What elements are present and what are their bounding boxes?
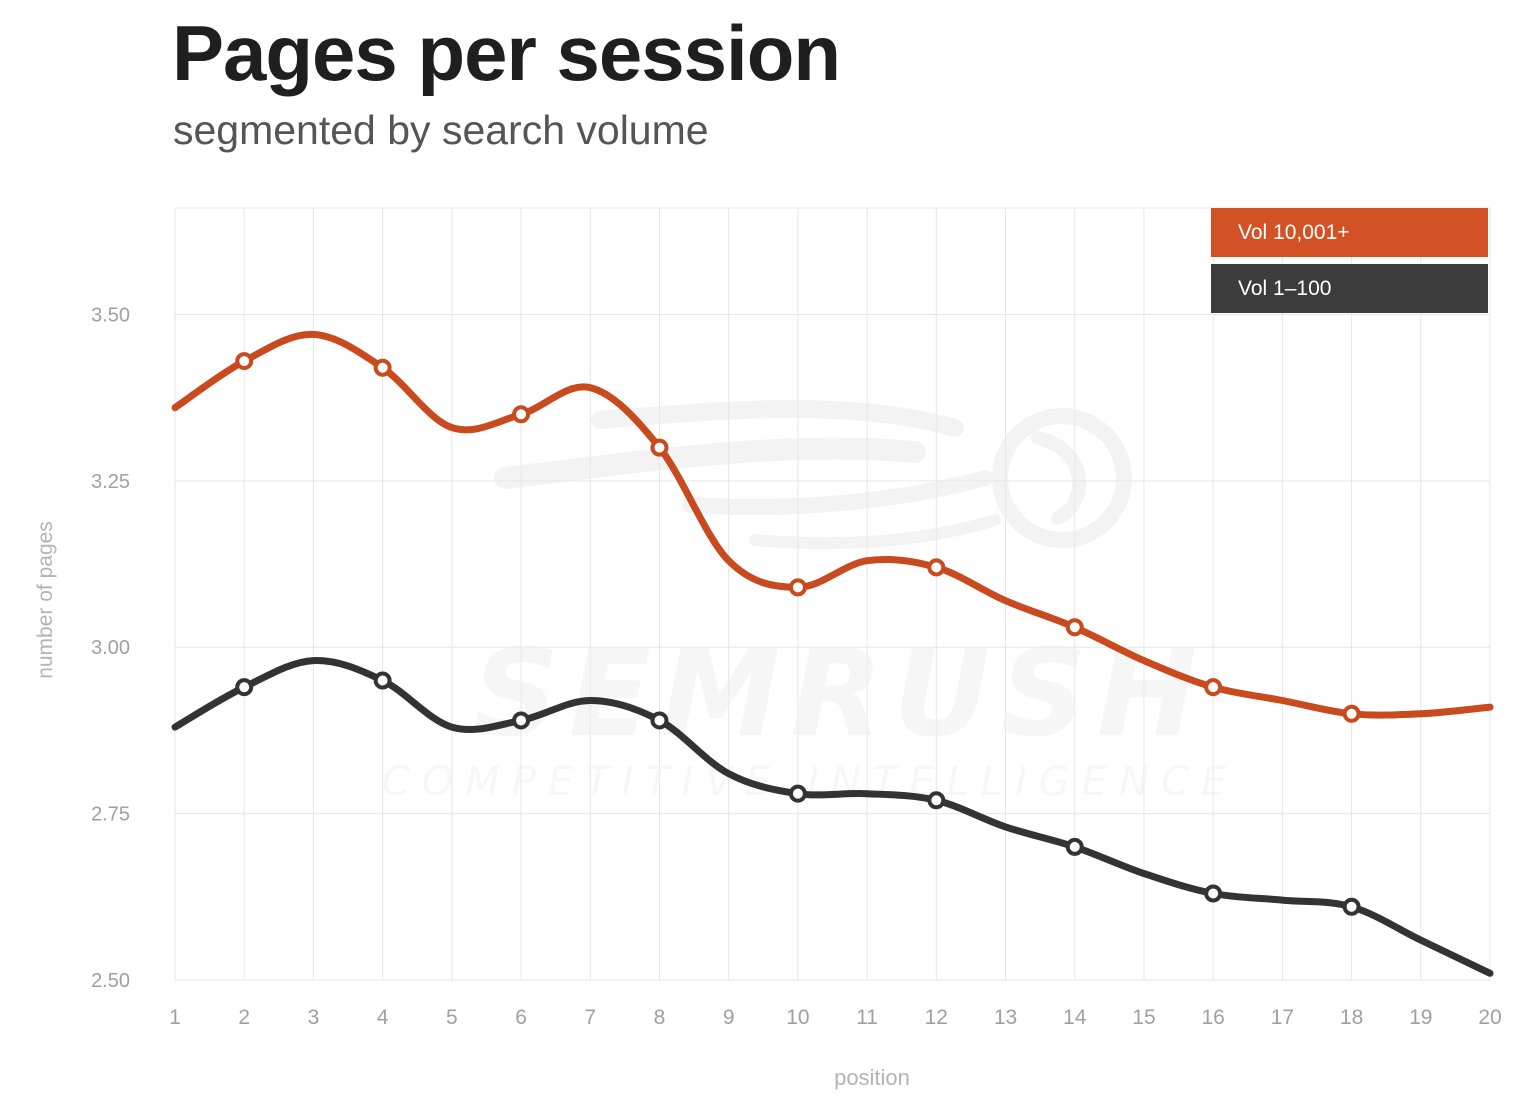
x-tick-label: 10: [786, 1006, 809, 1029]
x-tick-label: 8: [654, 1006, 666, 1029]
data-point-marker[interactable]: [1342, 704, 1361, 723]
flame-stroke: [749, 514, 1001, 550]
x-tick-label: 4: [377, 1006, 389, 1029]
x-tick-label: 9: [723, 1006, 735, 1029]
data-point-marker[interactable]: [650, 711, 669, 730]
x-tick-label: 14: [1063, 1006, 1087, 1029]
data-point-marker[interactable]: [788, 784, 807, 803]
x-tick-label: 17: [1271, 1006, 1294, 1029]
samrush-watermark-logo: SEMRUSH COMPETITIVE INTELLIGENCE: [382, 399, 1226, 805]
x-tick-label: 20: [1478, 1006, 1501, 1029]
data-point-marker[interactable]: [512, 711, 531, 730]
x-tick-label: 7: [584, 1006, 596, 1029]
y-tick-label: 2.50: [91, 970, 130, 992]
x-tick-label: 2: [238, 1006, 250, 1029]
x-tick-label: 15: [1132, 1006, 1155, 1029]
data-point-marker[interactable]: [650, 438, 669, 457]
data-point-marker[interactable]: [235, 352, 254, 371]
data-point-marker[interactable]: [1204, 678, 1223, 697]
x-tick-label: 11: [856, 1006, 878, 1029]
data-point-marker[interactable]: [1065, 618, 1084, 637]
x-tick-label: 19: [1409, 1006, 1432, 1029]
chart-series: [171, 330, 1494, 977]
x-tick-label: 16: [1201, 1006, 1224, 1029]
data-point-marker[interactable]: [512, 405, 531, 424]
y-tick-label: 3.25: [91, 471, 130, 493]
legend-item-vol-1-100[interactable]: Vol 1–100: [1211, 264, 1488, 313]
data-point-marker[interactable]: [235, 678, 254, 697]
flame-stroke: [494, 437, 926, 489]
chart-ticks: 2.502.753.003.253.501 2 3 4 5 6 7 8 9 10 11 12 13 14 1…: [91, 304, 1502, 1029]
data-point-marker[interactable]: [373, 358, 392, 377]
series-vol-10001-plus: [171, 330, 1494, 723]
flame-swirl: [1031, 431, 1087, 525]
chart-grid: [174, 207, 1491, 981]
x-tick-label: 13: [994, 1006, 1017, 1029]
chart-subtitle: segmented by search volume: [173, 107, 709, 153]
data-point-marker[interactable]: [1342, 897, 1361, 916]
x-tick-label: 3: [308, 1006, 320, 1029]
plot-frame: [174, 207, 1491, 981]
x-tick-label: 1: [169, 1006, 181, 1029]
x-axis-label: position: [834, 1065, 910, 1090]
flame-ring: [992, 408, 1132, 548]
data-point-marker[interactable]: [927, 791, 946, 810]
series-vol-1-100: [171, 657, 1494, 977]
data-point-marker[interactable]: [1065, 837, 1084, 856]
flame-logo-icon: [494, 399, 1132, 550]
y-tick-label: 3.00: [91, 637, 130, 659]
y-axis-label: number of pages: [34, 521, 57, 679]
data-point-marker[interactable]: [788, 578, 807, 597]
series-line: [171, 657, 1494, 977]
y-tick-label: 2.75: [91, 804, 130, 826]
watermark-wordmark: SEMRUSH: [473, 625, 1208, 764]
legend-item-vol-10001-plus[interactable]: Vol 10,001+: [1211, 208, 1488, 257]
x-tick-label: 6: [515, 1006, 527, 1029]
x-tick-label: 5: [446, 1006, 458, 1029]
data-point-marker[interactable]: [373, 671, 392, 690]
chart-title: Pages per session: [172, 9, 841, 97]
x-tick-label: 12: [925, 1006, 948, 1029]
data-point-marker[interactable]: [1204, 884, 1223, 903]
y-tick-label: 3.50: [91, 304, 130, 326]
flame-stroke: [591, 399, 964, 437]
x-tick-label: 18: [1340, 1006, 1363, 1029]
flame-stroke: [682, 470, 993, 515]
data-point-marker[interactable]: [927, 558, 946, 577]
